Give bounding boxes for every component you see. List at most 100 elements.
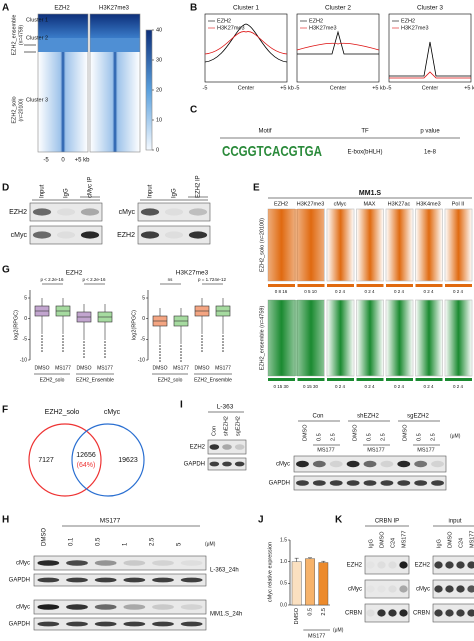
- blot-band: [380, 480, 394, 486]
- blot-band: [66, 621, 88, 627]
- label: EZH2: [54, 6, 70, 12]
- outlier: [222, 335, 224, 337]
- label: IgG: [436, 539, 442, 548]
- blot-band: [180, 604, 203, 610]
- legend-label: H3K27me3: [401, 25, 429, 31]
- blot-band: [123, 621, 146, 627]
- label: 20: [156, 87, 162, 93]
- label: cMyc: [11, 232, 28, 239]
- scalebar: [268, 284, 295, 287]
- blot-band: [399, 585, 408, 593]
- label: EZH2_ensemble: [11, 15, 17, 56]
- blot-band: [80, 208, 100, 216]
- label: Center: [238, 85, 255, 91]
- legend-label: H3K27me3: [309, 25, 337, 31]
- blot-band: [140, 231, 160, 239]
- blot-band: [388, 585, 397, 593]
- blot-band: [397, 460, 411, 468]
- label: +5 kb: [75, 158, 91, 164]
- blot-band: [188, 231, 208, 239]
- outlier: [41, 350, 43, 352]
- label: ns: [168, 277, 174, 282]
- blot-band: [377, 561, 386, 569]
- label: MS177: [469, 531, 474, 548]
- ezh2-line: [389, 41, 471, 77]
- blot-band: [209, 444, 220, 450]
- label: 5: [24, 295, 27, 301]
- blot-band: [56, 231, 76, 239]
- blot-band: [366, 561, 374, 568]
- blot-band: [123, 577, 146, 583]
- outlier: [201, 350, 203, 352]
- blot-band: [312, 460, 326, 468]
- label: 0 2 4: [453, 384, 464, 389]
- blot-band: [180, 560, 203, 566]
- scalebar: [297, 284, 325, 287]
- label: 5: [177, 542, 183, 546]
- legend-label: EZH2: [401, 18, 415, 24]
- blot: [29, 202, 103, 222]
- blot-band: [467, 609, 474, 617]
- blot-band: [329, 460, 343, 468]
- label: H3K27me3: [99, 6, 130, 12]
- label: 0 2 4: [335, 289, 346, 294]
- outlier: [159, 354, 161, 356]
- label: cMyc: [416, 587, 430, 593]
- label: EZH2_Ensemble: [76, 377, 114, 383]
- label: sgEZH2: [407, 414, 429, 420]
- blot-band: [37, 560, 60, 566]
- blot-band: [312, 480, 326, 486]
- label: GAPDH: [184, 462, 205, 468]
- label: L-363: [217, 404, 234, 411]
- label: log2(RPGC): [13, 310, 19, 340]
- blot-band: [445, 585, 454, 593]
- outlier: [201, 344, 203, 346]
- label: 0.1: [69, 537, 75, 546]
- outlier: [104, 341, 106, 343]
- heatmap: [327, 209, 354, 281]
- label: shEZH2: [223, 416, 229, 436]
- label: CRBN: [345, 611, 362, 617]
- heatmap: [415, 209, 443, 281]
- label: shEZH2: [357, 414, 379, 420]
- outlier: [159, 351, 161, 353]
- blot: [364, 555, 410, 575]
- outlier: [159, 345, 161, 347]
- label: DMSO: [379, 531, 385, 548]
- blot-band: [414, 460, 428, 468]
- label: EZH2: [415, 563, 431, 569]
- outlier: [180, 357, 182, 359]
- blot-band: [140, 208, 160, 216]
- blot-band: [222, 444, 232, 450]
- axis-title: cMyc relative expression: [267, 542, 273, 602]
- scalebar: [415, 284, 443, 287]
- heatmap-frame: [415, 299, 443, 377]
- label: cMyc: [16, 605, 30, 611]
- scalebar: [327, 378, 354, 381]
- label: Cluster 1: [26, 17, 48, 23]
- blot-band: [188, 208, 208, 216]
- panel-label: K: [335, 515, 343, 526]
- blot: [364, 603, 410, 623]
- outlier: [159, 360, 161, 362]
- venn-set: [71, 423, 145, 497]
- label: Center: [422, 85, 439, 91]
- label: MS177: [215, 365, 231, 371]
- label: DMSO: [447, 531, 453, 548]
- blot-band: [431, 480, 444, 486]
- blot-band: [377, 585, 385, 592]
- legend-label: H3K27me3: [217, 25, 245, 31]
- label: DMSO: [77, 365, 92, 371]
- y-tick-label: 1.5: [280, 537, 287, 543]
- blot-band: [377, 609, 386, 617]
- label: +5 kb: [280, 85, 294, 91]
- label: TF: [361, 129, 369, 135]
- outlier: [201, 335, 203, 337]
- label: EZH2_solo: [11, 96, 17, 123]
- scalebar: [445, 378, 472, 381]
- heatmap-dark: [38, 14, 88, 38]
- scalebar: [297, 378, 325, 381]
- label: cMyc: [276, 462, 290, 468]
- blot-band: [434, 585, 443, 593]
- label: MM1.S: [359, 190, 382, 197]
